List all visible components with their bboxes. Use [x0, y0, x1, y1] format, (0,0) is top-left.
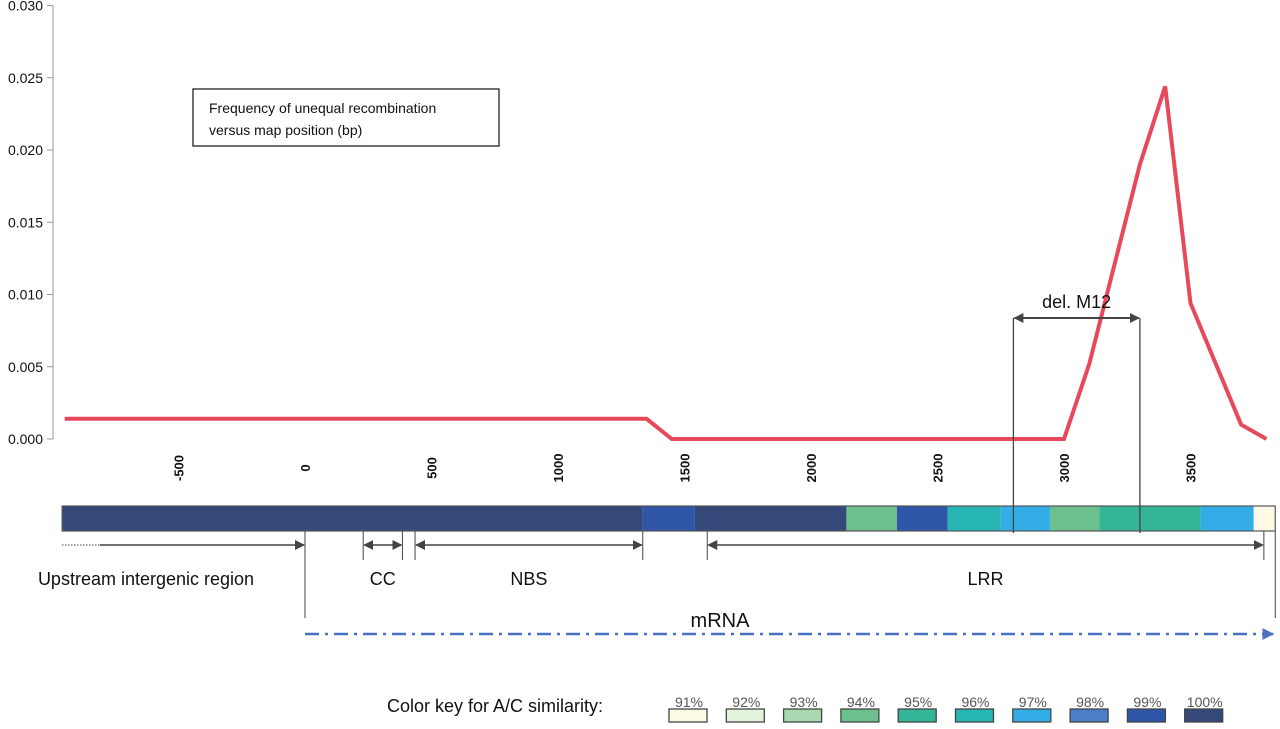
color-key-swatch [898, 709, 936, 722]
x-tick-label: 2500 [931, 454, 946, 483]
similarity-bar [62, 506, 1275, 531]
bar-segment [1201, 506, 1254, 531]
bar-segment [695, 506, 847, 531]
color-key-swatch [841, 709, 879, 722]
color-key-swatch [1070, 709, 1108, 722]
bar-segment [1050, 506, 1099, 531]
color-key-swatch [784, 709, 822, 722]
legend-line-2: versus map position (bp) [209, 122, 362, 138]
bar-segment [846, 506, 897, 531]
y-tick-label: 0.015 [8, 214, 43, 230]
x-tick-label: 3000 [1057, 454, 1072, 483]
bar-segment [897, 506, 948, 531]
color-key-label: 94% [847, 694, 875, 710]
bar-segment [1254, 506, 1276, 531]
color-key-swatch [1185, 709, 1223, 722]
legend-box: Frequency of unequal recombination versu… [193, 89, 499, 146]
x-tick-label: -500 [172, 455, 187, 481]
deletion-m12-annotation: del. M12 [1013, 292, 1140, 533]
y-tick-label: 0.020 [8, 142, 43, 158]
region-label-nbs: NBS [510, 569, 547, 589]
y-tick-label: 0.005 [8, 359, 43, 375]
x-axis-ticks: -500 0 500 1000 1500 2000 2500 3000 3500 [172, 454, 1199, 483]
color-key-label: 95% [904, 694, 932, 710]
x-tick-label: 3500 [1184, 454, 1199, 483]
y-tick-label: 0.030 [8, 0, 43, 14]
color-key: Color key for A/C similarity: 91% 92% 93% 9… [387, 694, 1223, 722]
region-label-lrr: LRR [968, 569, 1004, 589]
legend-line-1: Frequency of unequal recombination [209, 100, 436, 116]
mrna-label: mRNA [691, 610, 751, 632]
color-key-label: 96% [961, 694, 989, 710]
x-tick-label: 2000 [804, 454, 819, 483]
color-key-label: 99% [1133, 694, 1161, 710]
mrna-arrow: mRNA [305, 531, 1275, 634]
deletion-label: del. M12 [1042, 292, 1111, 312]
gene-regions: Upstream intergenic region CC NBS LRR [38, 531, 1264, 589]
x-tick-label: 500 [425, 457, 440, 479]
bar-segment [1099, 506, 1200, 531]
region-label-cc: CC [370, 569, 396, 589]
color-key-label: 92% [732, 694, 760, 710]
color-key-swatch [1127, 709, 1165, 722]
bar-segment [948, 506, 1001, 531]
x-tick-label: 0 [298, 464, 313, 471]
x-tick-label: 1000 [551, 454, 566, 483]
bar-segment [1001, 506, 1050, 531]
y-tick-label: 0.000 [8, 431, 43, 447]
color-key-label: 100% [1187, 694, 1223, 710]
color-key-title: Color key for A/C similarity: [387, 696, 603, 716]
color-key-label: 97% [1019, 694, 1047, 710]
x-tick-label: 1500 [678, 454, 693, 483]
y-axis: 0.000 0.005 0.010 0.015 0.020 0.025 0.030 [8, 0, 53, 447]
color-key-label: 98% [1076, 694, 1104, 710]
y-tick-label: 0.010 [8, 287, 43, 303]
color-key-swatch [956, 709, 994, 722]
bar-segment [643, 506, 695, 531]
region-label-upstream: Upstream intergenic region [38, 569, 254, 589]
color-key-swatch [669, 709, 707, 722]
color-key-label: 91% [675, 694, 703, 710]
bar-segment [62, 506, 643, 531]
color-key-label: 93% [790, 694, 818, 710]
color-key-swatch [726, 709, 764, 722]
color-key-swatch [1013, 709, 1051, 722]
y-tick-label: 0.025 [8, 70, 43, 86]
